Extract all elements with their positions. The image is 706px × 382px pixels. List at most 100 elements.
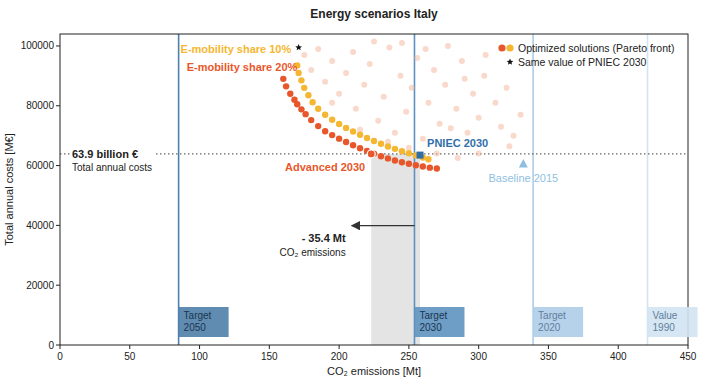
- point: [453, 106, 459, 112]
- title: Energy scenarios Italy: [310, 7, 438, 21]
- point: [498, 124, 504, 130]
- arrow-sublabel: CO₂ emissions: [280, 247, 346, 258]
- x-tick-label: 50: [124, 351, 136, 362]
- x-tick: [688, 345, 689, 349]
- point: [409, 85, 415, 91]
- legend-swatch: [498, 44, 505, 51]
- point: [350, 128, 356, 134]
- point: [375, 118, 381, 124]
- y-tick-label: 100000: [21, 40, 55, 51]
- x-tick-label: 350: [540, 351, 557, 362]
- point: [425, 156, 431, 162]
- point: [399, 40, 405, 46]
- y-tick-label: 60000: [26, 160, 54, 171]
- reference-box: [179, 307, 229, 337]
- point: [336, 135, 342, 141]
- point: [448, 125, 454, 131]
- reference-label: Target2020: [538, 310, 566, 333]
- point: [462, 76, 468, 82]
- point: [470, 91, 476, 97]
- point: [492, 100, 498, 106]
- point: [399, 148, 405, 154]
- series-label: Baseline 2015: [488, 172, 558, 184]
- point: [350, 49, 356, 55]
- point: [309, 99, 315, 105]
- x-tick-label: 100: [191, 351, 208, 362]
- arrow-label: - 35.4 Mt: [302, 232, 346, 244]
- reference-box: [414, 307, 464, 337]
- reduction-band: [371, 154, 420, 345]
- series: [417, 152, 424, 159]
- point: [301, 85, 307, 91]
- point: [283, 83, 289, 89]
- reference-label: Target2050: [184, 310, 212, 333]
- y-tick-label: 80000: [26, 100, 54, 111]
- point: [364, 135, 370, 141]
- series: [280, 76, 440, 172]
- point: [511, 133, 517, 139]
- series-label: E-mobility share 20%: [187, 61, 298, 73]
- series: [367, 150, 375, 158]
- point: [465, 130, 471, 136]
- point: [371, 38, 377, 44]
- point: [329, 132, 335, 138]
- point: [406, 150, 412, 156]
- point: [518, 112, 524, 118]
- reference-label: Target2030: [419, 310, 447, 333]
- point: [392, 157, 398, 163]
- point: [322, 79, 328, 85]
- point: [357, 132, 363, 138]
- point: [295, 44, 302, 50]
- legend-swatch: [507, 59, 514, 65]
- reference-label: Value1990: [653, 310, 678, 333]
- point: [392, 146, 398, 152]
- reference-line: [178, 34, 180, 345]
- point: [315, 46, 321, 52]
- x-axis-label: CO₂ emissions [Mt]: [327, 365, 421, 377]
- series-label: Advanced 2030: [285, 161, 365, 173]
- series: [294, 62, 432, 162]
- point: [481, 73, 487, 79]
- point: [459, 58, 465, 64]
- point: [371, 138, 377, 144]
- point: [445, 43, 451, 49]
- point: [431, 67, 437, 73]
- y-tick-label: 0: [48, 340, 54, 351]
- series-label: E-mobility share 10%: [181, 43, 292, 55]
- x-tick: [129, 345, 130, 349]
- point: [336, 121, 342, 127]
- y-tick: [56, 225, 60, 226]
- point: [378, 141, 384, 147]
- point: [298, 106, 304, 112]
- point: [392, 130, 398, 136]
- series: [301, 38, 523, 161]
- arrow: [352, 225, 415, 226]
- point: [417, 152, 424, 159]
- y-axis-label: Total annual costs [M€]: [3, 133, 15, 246]
- x-tick: [408, 345, 409, 349]
- x-tick: [339, 345, 340, 349]
- point: [336, 91, 342, 97]
- point: [343, 70, 349, 76]
- point: [425, 100, 431, 106]
- point: [385, 143, 391, 149]
- point: [308, 117, 314, 123]
- point: [455, 155, 461, 161]
- point: [378, 153, 384, 159]
- legend-swatch: [506, 44, 513, 51]
- point: [420, 163, 426, 169]
- point: [506, 143, 512, 149]
- point: [329, 58, 335, 64]
- x-tick-label: 200: [331, 351, 348, 362]
- reference-box: [648, 307, 698, 337]
- point: [329, 100, 335, 106]
- legend-label: Same value of PNIEC 2030: [518, 56, 647, 68]
- point: [315, 106, 321, 112]
- cost-label: 63.9 billion €: [72, 148, 138, 160]
- point: [386, 44, 392, 50]
- y-tick: [56, 165, 60, 166]
- point: [476, 115, 482, 121]
- x-tick: [269, 345, 270, 349]
- point: [385, 155, 391, 161]
- point: [308, 67, 314, 73]
